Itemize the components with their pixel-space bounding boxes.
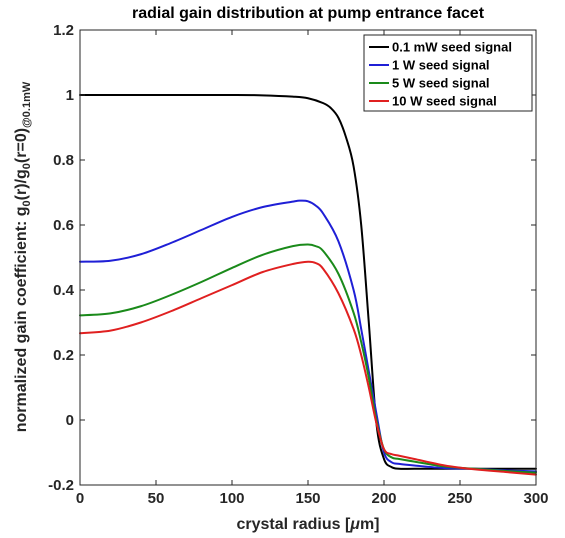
x-tick-label: 100 (219, 490, 244, 507)
series-line-3 (79, 243, 537, 474)
legend-items: 0.1 mW seed signal 1 W seed signal 5 W see… (369, 40, 512, 109)
x-tick-label: 150 (295, 490, 320, 507)
y-tick-label: -0.2 (48, 477, 74, 494)
legend-box (363, 34, 533, 112)
y-tick-label: 1.2 (53, 22, 74, 39)
x-tick-label: 300 (523, 490, 548, 507)
chart-title: radial gain distribution at pump entranc… (132, 5, 485, 22)
legend-label: 10 W seed signal (392, 94, 497, 109)
series-line-4 (79, 260, 537, 476)
y-tick-label: 1 (66, 87, 74, 104)
y-tick-label: 0.2 (53, 347, 74, 364)
series-layer (79, 93, 537, 476)
series-line-2 (79, 199, 537, 473)
x-tick-label: 250 (447, 490, 472, 507)
y-tick-label: 0 (66, 412, 74, 429)
y-axis-label: normalized gain coefficient: g0(r)/g0(r=… (13, 81, 33, 432)
x-tick-label: 200 (371, 490, 396, 507)
y-tick-label: 0.6 (53, 217, 74, 234)
legend-label: 5 W seed signal (392, 76, 490, 91)
x-axis-label: crystal radius [μm] (236, 516, 379, 533)
ticks-layer: 0 50 100 150 200 250 300-0.200.20.40.60.811.2 (48, 22, 548, 507)
legend: 0.1 mW seed signal 1 W seed signal 5 W see… (363, 34, 533, 112)
x-tick-label: 50 (148, 490, 165, 507)
y-tick-label: 0.4 (53, 282, 75, 299)
series-line-1 (79, 93, 537, 470)
x-tick-label: 0 (76, 490, 84, 507)
y-tick-label: 0.8 (53, 152, 74, 169)
legend-label: 0.1 mW seed signal (392, 40, 512, 55)
legend-label: 1 W seed signal (392, 58, 490, 73)
